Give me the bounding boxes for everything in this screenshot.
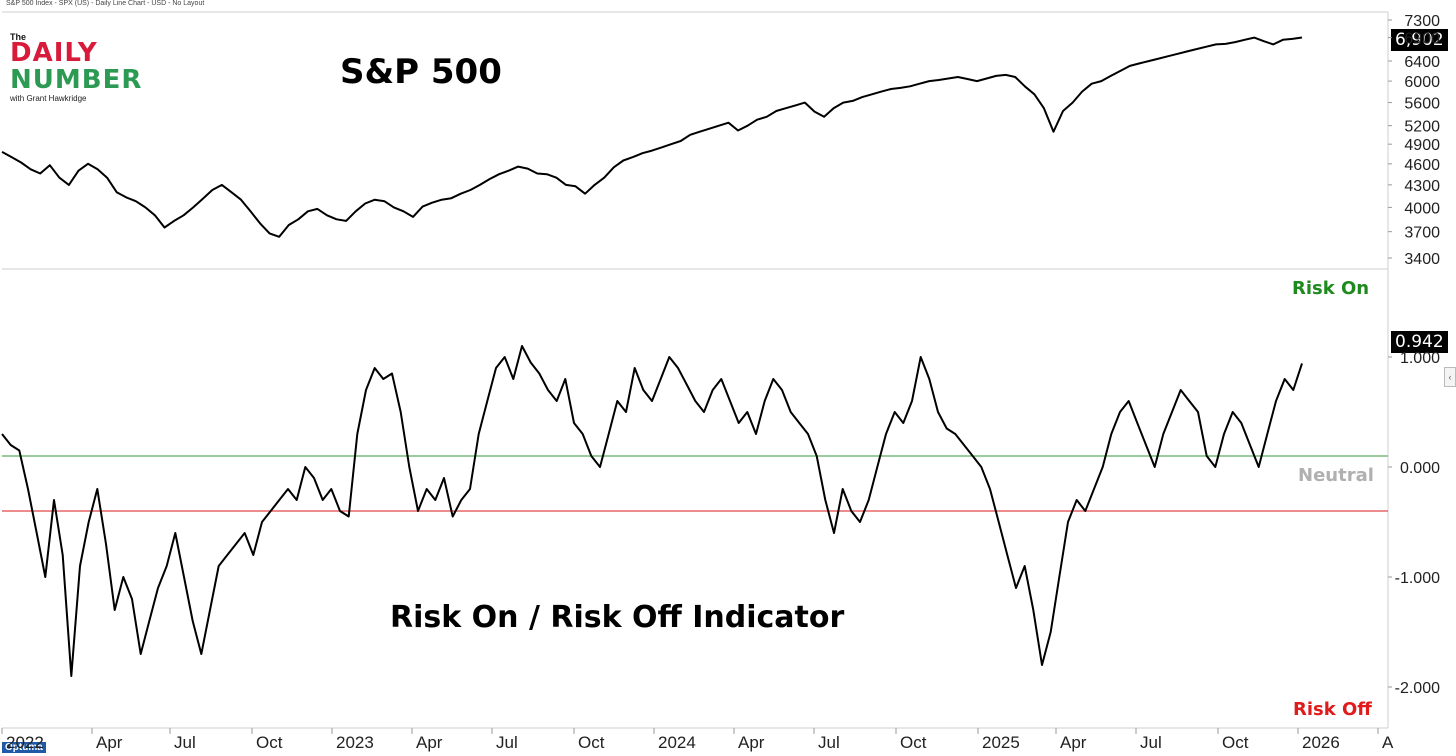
y-tick-label: 4900	[1404, 137, 1440, 154]
x-tick-label: 2026	[1302, 733, 1340, 752]
logo-daily: DAILY	[10, 38, 98, 68]
x-tick-label: Oct	[1222, 733, 1249, 752]
logo-the: The	[10, 32, 27, 42]
spx-series-line	[1, 36, 1303, 238]
x-tick-label: Apr	[96, 733, 123, 752]
logo-number: NUMBER	[10, 65, 143, 95]
risk-off-label: Risk Off	[1293, 699, 1372, 720]
x-tick-label: 2022	[6, 733, 44, 752]
y-tick-label: 6900	[1404, 31, 1440, 48]
x-tick-label: Oct	[578, 733, 605, 752]
x-tick-label: Oct	[900, 733, 927, 752]
risk-last-value-tag: 0.942	[1391, 331, 1448, 353]
x-tick-label: Jul	[496, 733, 518, 752]
y-tick-label: 5200	[1404, 119, 1440, 136]
x-tick-label: Oct	[256, 733, 283, 752]
x-tick-label: Apr	[1060, 733, 1087, 752]
y-tick-label: 1.000	[1400, 350, 1440, 367]
neutral-label: Neutral	[1298, 465, 1374, 486]
x-tick-label: Apr	[738, 733, 765, 752]
chart-header-info: S&P 500 Index - SPX (US) - Daily Line Ch…	[6, 0, 205, 7]
x-tick-label: 2024	[658, 733, 696, 752]
y-tick-label: 4000	[1404, 200, 1440, 217]
risk-on-label: Risk On	[1292, 278, 1370, 299]
y-tick-label: 7300	[1404, 13, 1440, 30]
x-tick-label: Apr	[416, 733, 443, 752]
spx-panel-title: S&P 500	[340, 52, 502, 92]
x-tick-label: Jul	[174, 733, 196, 752]
y-tick-label: 4300	[1404, 178, 1440, 195]
x-tick-label: 2025	[982, 733, 1020, 752]
optuma-brand: Optuma	[2, 742, 46, 753]
y-tick-label: 3400	[1404, 251, 1440, 268]
y-tick-label: 6000	[1404, 74, 1440, 91]
spx-last-value-tag: 6,902	[1391, 29, 1448, 51]
x-tick-label: Jul	[1140, 733, 1162, 752]
x-tick-label: 2023	[336, 733, 374, 752]
x-tick-label: Jul	[818, 733, 840, 752]
y-tick-label: -1.000	[1395, 570, 1440, 587]
y-tick-label: -2.000	[1395, 680, 1440, 697]
risk-panel-title: Risk On / Risk Off Indicator	[390, 600, 845, 635]
y-tick-label: 3700	[1404, 225, 1440, 242]
y-tick-label: 4600	[1404, 157, 1440, 174]
x-tick-label: A	[1382, 733, 1394, 752]
y-tick-label: 6400	[1404, 54, 1440, 71]
logo-byline: with Grant Hawkridge	[10, 94, 87, 103]
risk-series-line	[1, 345, 1303, 677]
y-tick-label: 5600	[1404, 96, 1440, 113]
y-tick-label: 0.000	[1400, 460, 1440, 477]
daily-number-logo: The DAILY NUMBER with Grant Hawkridge	[10, 32, 160, 104]
